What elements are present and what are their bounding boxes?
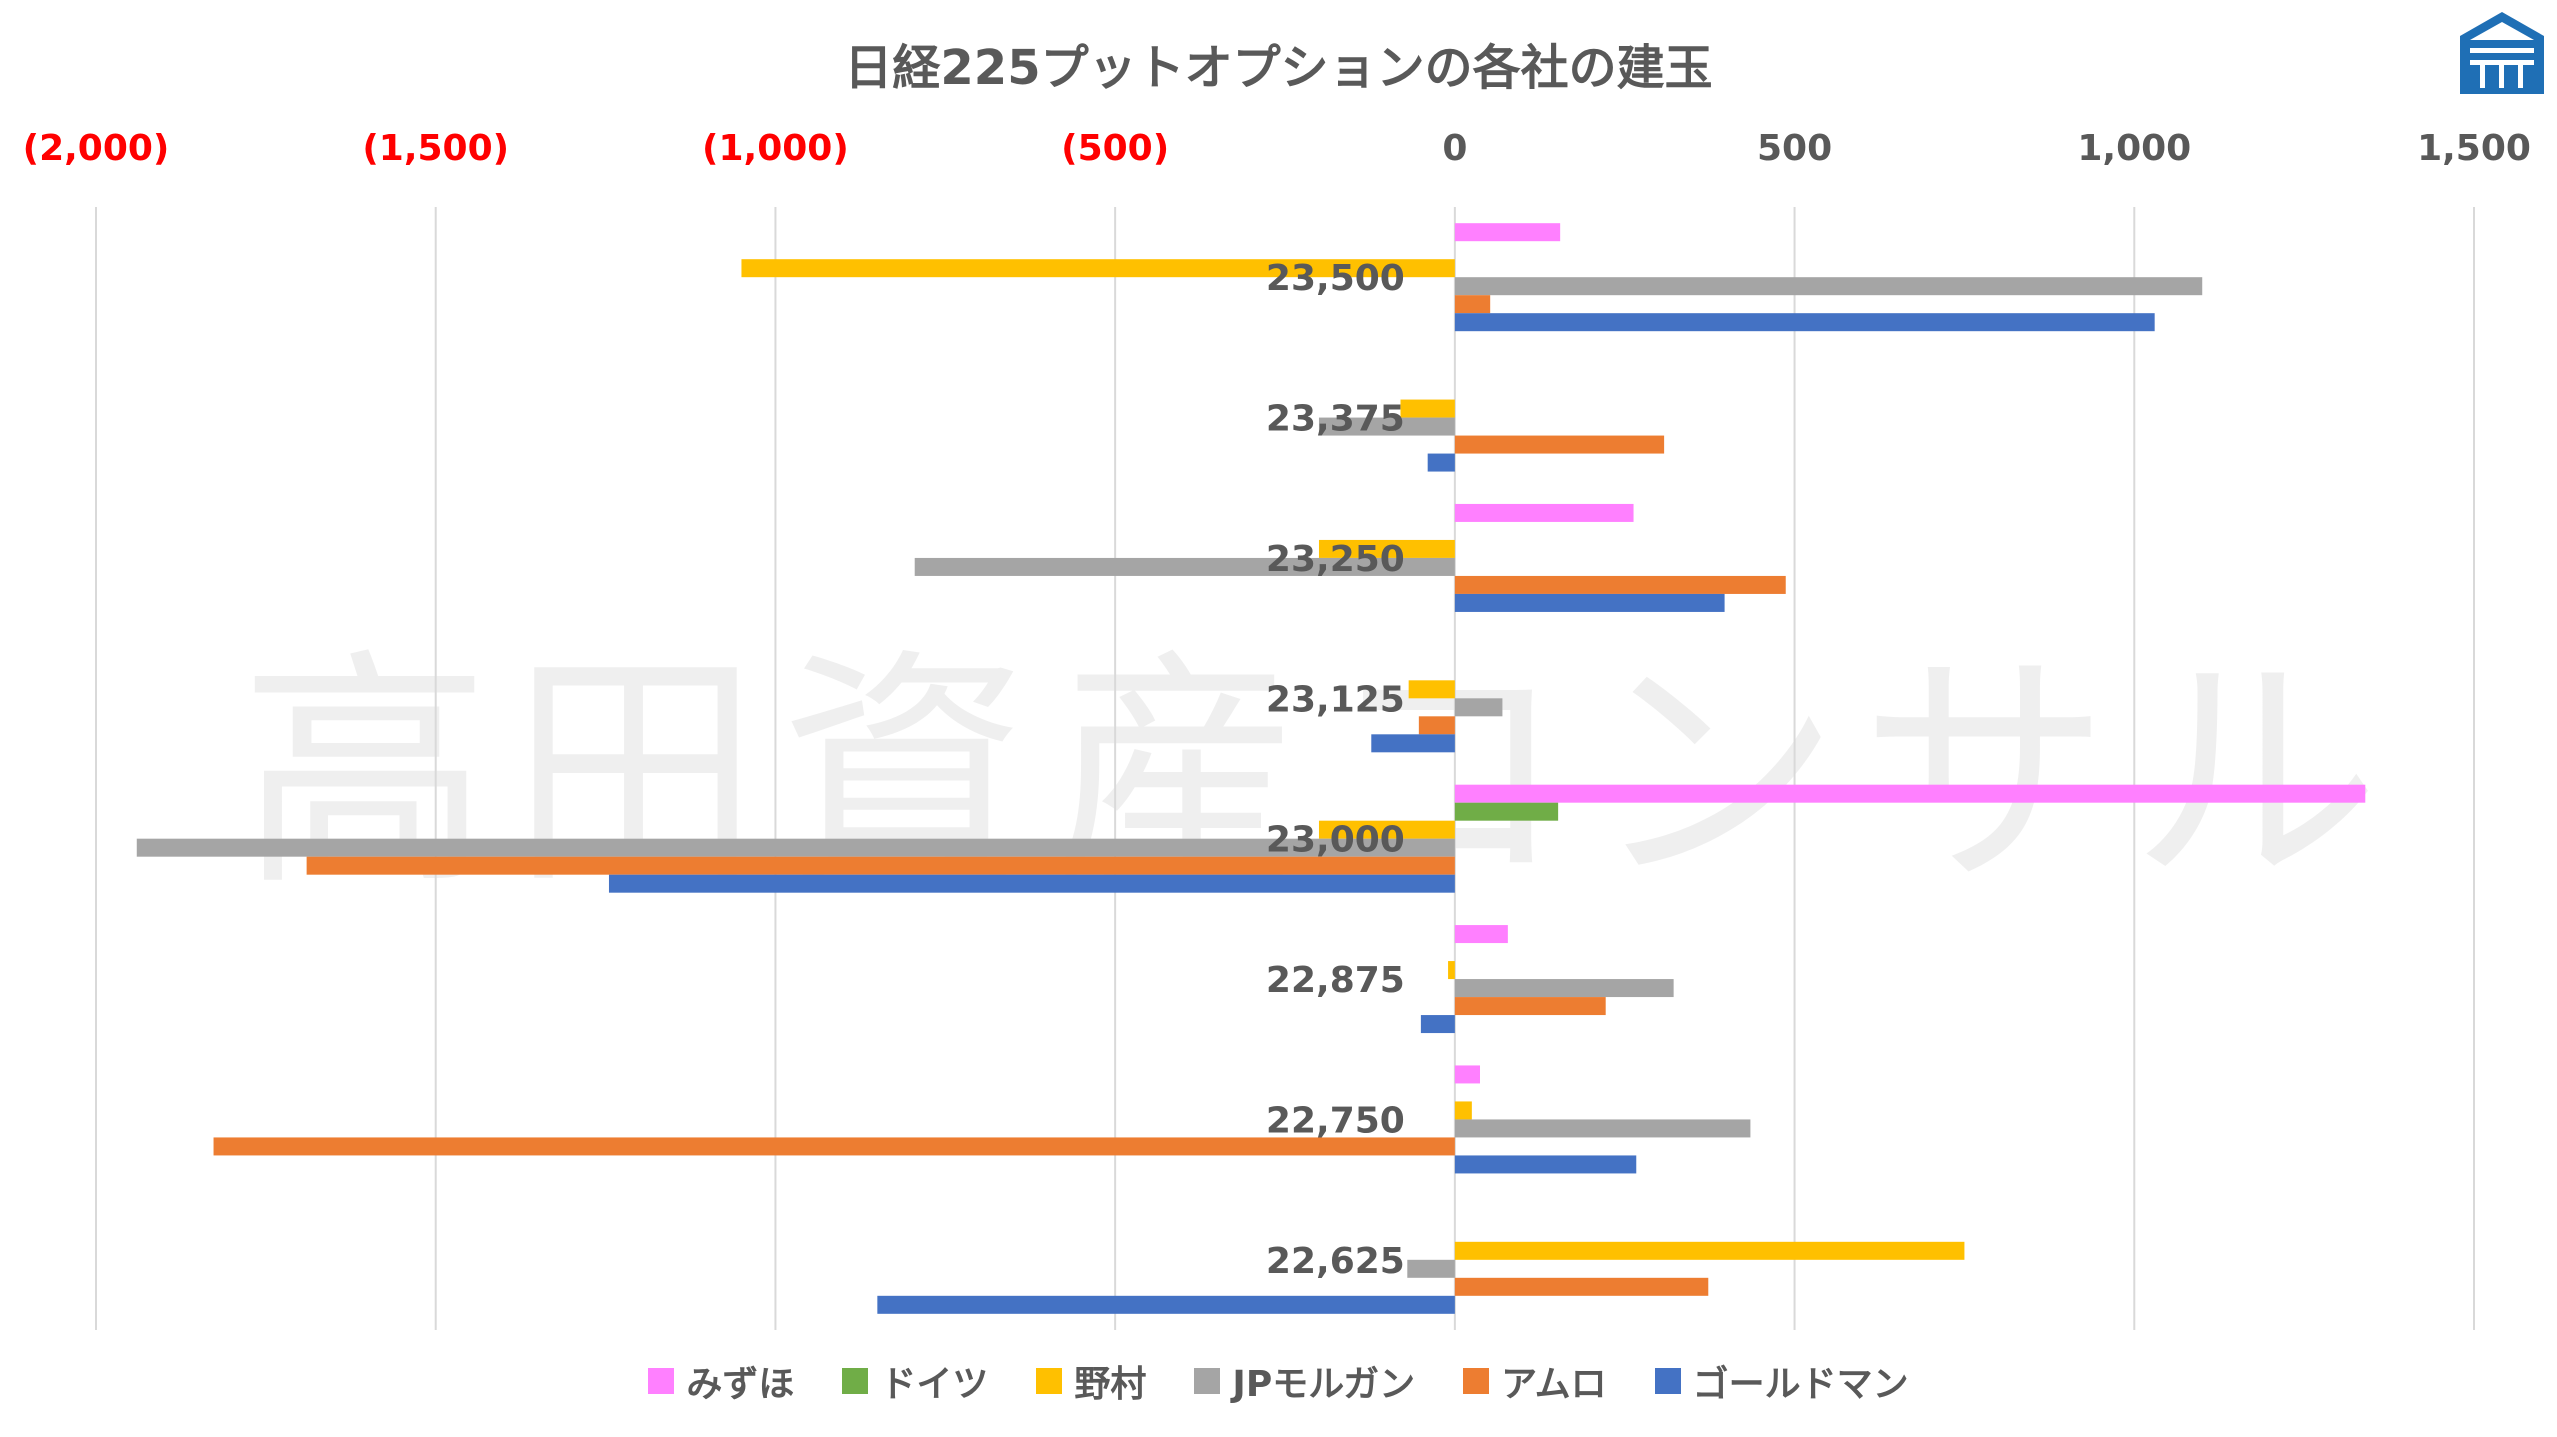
bar — [1454, 784, 2366, 803]
legend-swatch — [1654, 1368, 1681, 1394]
legend-label: ゴールドマン — [1692, 1364, 1909, 1405]
bar — [1454, 435, 1665, 454]
bar — [1371, 734, 1455, 753]
bar — [1454, 277, 2203, 296]
legend-item: ゴールドマン — [1654, 1355, 1909, 1407]
bar — [1454, 295, 1491, 314]
legend-item: 野村 — [1036, 1355, 1146, 1407]
bar — [1454, 1101, 1472, 1120]
bar — [1407, 1259, 1455, 1278]
legend-swatch — [1463, 1368, 1490, 1394]
category-label: 22,625 — [1266, 1241, 1405, 1282]
x-tick-label: (1,500) — [362, 128, 509, 169]
bar — [1454, 1065, 1480, 1084]
bar — [1454, 1277, 1709, 1296]
legend-label: アムロ — [1501, 1364, 1607, 1405]
bar — [1318, 417, 1455, 436]
legend-swatch — [648, 1368, 675, 1394]
legend-label: 野村 — [1074, 1364, 1147, 1405]
category-label: 23,125 — [1266, 679, 1405, 720]
bar — [608, 874, 1455, 893]
legend-swatch — [1194, 1368, 1221, 1394]
legend-item: アムロ — [1463, 1355, 1607, 1407]
x-tick-label: 0 — [1442, 128, 1467, 169]
bar — [1454, 979, 1674, 998]
bar — [136, 838, 1455, 857]
legend-item: みずほ — [648, 1355, 794, 1407]
bar — [1454, 925, 1508, 944]
x-tick-label: (500) — [1061, 128, 1169, 169]
legend-label: みずほ — [686, 1364, 795, 1405]
category-label: 22,875 — [1266, 960, 1405, 1001]
grid-lines — [95, 207, 2475, 1330]
legend-label: JPモルガン — [1232, 1364, 1416, 1405]
bar — [1454, 698, 1503, 717]
legend: みずほ ドイツ 野村 JPモルガン アムロ ゴールドマン — [0, 1355, 2557, 1407]
bar — [213, 1137, 1455, 1156]
x-tick-label: 1,500 — [2417, 128, 2531, 169]
bar — [306, 856, 1455, 875]
bar — [1454, 1119, 1751, 1138]
bar — [1454, 1241, 1965, 1260]
bar — [741, 259, 1455, 278]
bar — [1454, 593, 1725, 612]
x-tick-label: 1,000 — [2077, 128, 2191, 169]
category-label: 23,000 — [1266, 820, 1405, 861]
x-tick-label: 500 — [1757, 128, 1832, 169]
bar — [914, 557, 1455, 576]
bar — [1420, 1015, 1455, 1034]
company-logo-icon — [2460, 12, 2544, 94]
bars — [136, 223, 2366, 1314]
bar — [1454, 313, 2155, 332]
bar — [1454, 575, 1786, 594]
bar — [1427, 453, 1455, 472]
x-tick-label: (2,000) — [23, 128, 170, 169]
x-tick-label: (1,000) — [702, 128, 849, 169]
chart-title: 日経225プットオプションの各社の建玉 — [844, 40, 1713, 96]
bar — [1400, 399, 1455, 418]
category-labels: 23,500 23,375 23,250 23,125 23,000 22,875 22,7… — [1266, 258, 1405, 1282]
bar — [1454, 1155, 1637, 1174]
legend-item: ドイツ — [842, 1355, 988, 1407]
category-label: 23,375 — [1266, 399, 1405, 440]
bar — [1454, 802, 1559, 821]
category-label: 23,250 — [1266, 539, 1405, 580]
category-label: 23,500 — [1266, 258, 1405, 299]
legend-label: ドイツ — [880, 1364, 989, 1405]
x-axis-ticks: (2,000) (1,500) (1,000) (500) 0 500 1,000 1,500 — [23, 128, 2531, 169]
bar — [1454, 997, 1606, 1016]
legend-item: JPモルガン — [1194, 1355, 1415, 1407]
bar — [1318, 539, 1455, 558]
bar — [1318, 820, 1455, 839]
category-label: 22,750 — [1266, 1100, 1405, 1141]
bar — [1448, 961, 1455, 980]
bar — [1454, 223, 1561, 242]
bar — [1418, 716, 1455, 735]
bar — [1454, 503, 1634, 522]
bar — [877, 1295, 1455, 1314]
legend-swatch — [1036, 1368, 1063, 1394]
bar — [1408, 680, 1455, 699]
legend-swatch — [842, 1368, 869, 1394]
